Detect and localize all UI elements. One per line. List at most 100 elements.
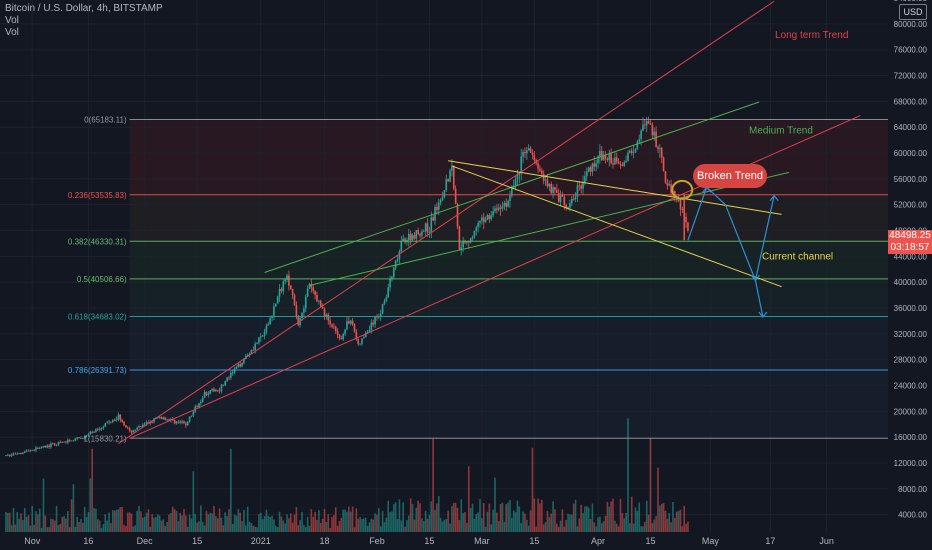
volume-bar xyxy=(316,520,318,532)
candle-body xyxy=(548,183,551,187)
candle-body xyxy=(430,217,433,233)
volume-bar xyxy=(164,525,167,532)
volume-bar xyxy=(419,503,421,532)
volume-bar xyxy=(10,525,13,532)
volume-bar xyxy=(559,520,562,532)
volume-bar xyxy=(677,510,680,532)
volume-bar xyxy=(16,511,19,532)
candle-body xyxy=(72,440,75,442)
fib-label: 0.5(40506.66) xyxy=(77,275,127,284)
volume-bar xyxy=(318,510,320,532)
candle-body xyxy=(186,421,189,426)
candle-body xyxy=(520,156,523,173)
volume-bar xyxy=(67,511,69,532)
candle-body xyxy=(289,285,292,289)
volume-bar xyxy=(642,526,644,532)
volume-legend-2[interactable]: Vol xyxy=(5,27,19,38)
volume-bar xyxy=(119,506,122,532)
candle-body xyxy=(304,296,307,309)
volume-bar xyxy=(100,527,103,532)
volume-bar xyxy=(602,521,605,532)
currency-button[interactable]: USD xyxy=(899,4,927,20)
volume-bar xyxy=(595,526,597,532)
candle-body xyxy=(319,300,322,307)
volume-bar xyxy=(443,519,446,532)
time-tick-label: Nov xyxy=(24,536,41,546)
candle-body xyxy=(35,447,37,451)
volume-bar xyxy=(357,518,360,532)
candle-body xyxy=(574,196,577,200)
volume-bar xyxy=(520,523,523,532)
volume-bar xyxy=(409,498,412,532)
candle-body xyxy=(492,211,494,216)
volume-bar xyxy=(570,514,573,532)
volume-bar xyxy=(417,500,419,532)
volume-bar xyxy=(619,498,622,532)
volume-bar xyxy=(140,511,142,532)
last-price-tag: 48498.25 03:18:57 xyxy=(888,230,932,254)
candle-body xyxy=(471,236,474,239)
candle-body xyxy=(203,392,206,398)
volume-bar xyxy=(589,519,592,532)
volume-bar xyxy=(293,514,296,532)
time-tick-label: 2021 xyxy=(251,536,271,546)
candle-body xyxy=(578,185,581,187)
volume-bar xyxy=(361,519,363,532)
candle-body xyxy=(638,139,641,142)
candle-body xyxy=(645,121,648,126)
candle-body xyxy=(111,420,114,423)
candle-body xyxy=(68,440,71,441)
volume-legend-1[interactable]: Vol xyxy=(5,15,19,26)
volume-bar xyxy=(147,509,150,532)
volume-bar xyxy=(554,509,556,532)
candle-body xyxy=(218,390,221,392)
volume-bar xyxy=(126,512,129,532)
symbol-title[interactable]: Bitcoin / U.S. Dollar, 4h, BITSTAMP xyxy=(5,3,163,14)
volume-bar xyxy=(254,526,256,532)
candle-body xyxy=(134,429,137,431)
candle-body xyxy=(584,176,586,183)
volume-bar xyxy=(149,527,152,532)
candle-body xyxy=(499,207,502,209)
candle-body xyxy=(166,419,168,421)
volume-bar xyxy=(428,514,431,532)
volume-bar xyxy=(374,513,376,532)
candle-body xyxy=(29,450,32,452)
candle-body xyxy=(226,377,228,382)
volume-bar xyxy=(636,510,639,532)
volume-bar xyxy=(599,516,601,532)
candle-body xyxy=(599,150,601,157)
candle-body xyxy=(503,203,506,206)
volume-bar xyxy=(93,507,95,532)
volume-bar xyxy=(681,526,684,532)
volume-bar xyxy=(304,527,307,532)
candle-body xyxy=(190,415,193,417)
candle-body xyxy=(241,363,243,367)
volume-bar xyxy=(518,506,521,532)
volume-bar xyxy=(557,526,560,532)
volume-bar xyxy=(606,501,609,532)
volume-bar xyxy=(466,522,468,532)
candle-body xyxy=(372,322,375,325)
candle-body xyxy=(409,233,412,241)
candle-body xyxy=(514,179,517,187)
volume-bar xyxy=(97,519,99,532)
volume-bar xyxy=(52,519,54,532)
candle-body xyxy=(629,150,631,153)
candle-body xyxy=(674,190,676,197)
price-tick-label: 24000.00 xyxy=(894,382,928,391)
candle-body xyxy=(286,275,288,280)
candle-body xyxy=(604,154,607,159)
candle-body xyxy=(98,428,101,430)
volume-bar xyxy=(196,522,198,532)
candle-body xyxy=(445,179,448,191)
volume-bar xyxy=(488,503,491,532)
candle-body xyxy=(570,198,573,204)
candle-body xyxy=(278,288,281,297)
volume-bar xyxy=(136,511,138,532)
time-tick-label: Dec xyxy=(137,536,154,546)
volume-bar xyxy=(454,502,457,532)
volume-bar xyxy=(452,503,455,532)
candle-body xyxy=(408,233,410,240)
